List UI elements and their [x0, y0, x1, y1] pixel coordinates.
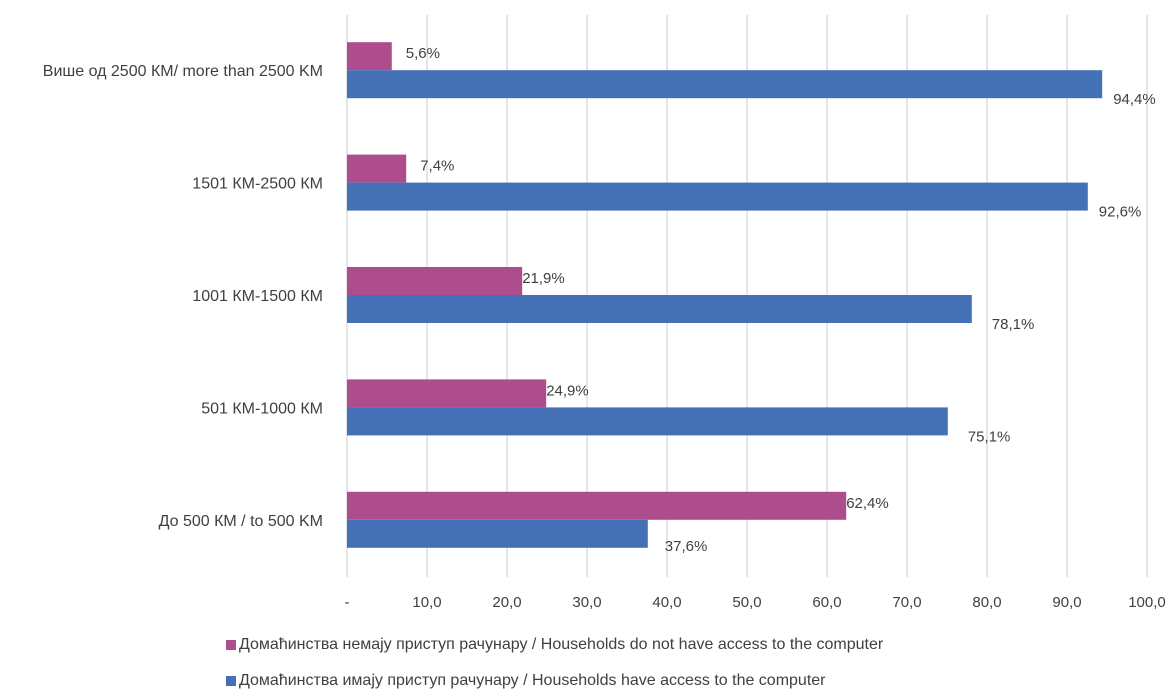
bars [347, 42, 1103, 548]
category-label: 1001 КМ-1500 КМ [192, 288, 323, 305]
data-label: 62,4% [846, 495, 889, 512]
data-label: 92,6% [1099, 204, 1142, 221]
data-label: 78,1% [992, 316, 1035, 333]
bar [347, 407, 948, 436]
legend-entry: Домаћинства имају приступ рачунару / Hou… [226, 670, 883, 692]
bar [347, 182, 1088, 211]
legend-swatch-access [226, 676, 236, 686]
x-tick-labels: - 10,0 20,0 30,0 40,0 50,0 60,0 70,0 80,0 90,0 100… [345, 594, 1166, 611]
category-label: 1501 КМ-2500 КМ [192, 176, 323, 193]
bar [347, 295, 972, 323]
legend-swatch-no-access [226, 640, 236, 650]
data-labels: 5,6% 94,4% 7,4% 92,6% 21,9% 78,1% 24,9% 75,1% 62… [406, 45, 1156, 555]
data-label: 7,4% [420, 158, 454, 175]
data-label: 24,9% [546, 382, 589, 399]
x-tick-label: 40,0 [652, 594, 681, 611]
x-tick-label: 70,0 [892, 594, 921, 611]
bar [347, 519, 648, 548]
x-tick-label: 90,0 [1052, 594, 1081, 611]
x-tick-label: 20,0 [492, 594, 521, 611]
bar [347, 267, 523, 295]
legend: Домаћинства немају приступ рачунару / Ho… [226, 634, 883, 692]
legend-entry: Домаћинства немају приступ рачунару / Ho… [226, 634, 883, 656]
category-label: До 500 КМ / to 500 KM [159, 513, 323, 530]
data-label: 21,9% [522, 270, 565, 287]
bar-chart: Више од 2500 КМ/ more than 2500 KM 1501 К… [43, 15, 1166, 611]
bar [347, 491, 847, 520]
data-label: 94,4% [1113, 91, 1156, 108]
category-label: Више од 2500 КМ/ more than 2500 KM [43, 63, 323, 80]
x-tick-label: 10,0 [412, 594, 441, 611]
bar [347, 42, 392, 71]
data-label: 5,6% [406, 45, 440, 62]
x-tick-label: 30,0 [572, 594, 601, 611]
x-tick-label: 80,0 [972, 594, 1001, 611]
category-label: 501 КМ-1000 КМ [201, 400, 323, 417]
x-tick-label: - [345, 594, 350, 611]
data-label: 75,1% [968, 428, 1011, 445]
x-tick-label: 100,0 [1128, 594, 1166, 611]
legend-label-no-access: Домаћинства немају приступ рачунару / Ho… [239, 636, 884, 653]
bar [347, 379, 547, 408]
category-labels: Више од 2500 КМ/ more than 2500 KM 1501 К… [43, 63, 323, 530]
data-label: 37,6% [665, 538, 708, 555]
bar [347, 70, 1103, 99]
x-tick-label: 50,0 [732, 594, 761, 611]
legend-label-access: Домаћинства имају приступ рачунару / Hou… [239, 672, 826, 689]
x-tick-label: 60,0 [812, 594, 841, 611]
bar [347, 154, 407, 183]
